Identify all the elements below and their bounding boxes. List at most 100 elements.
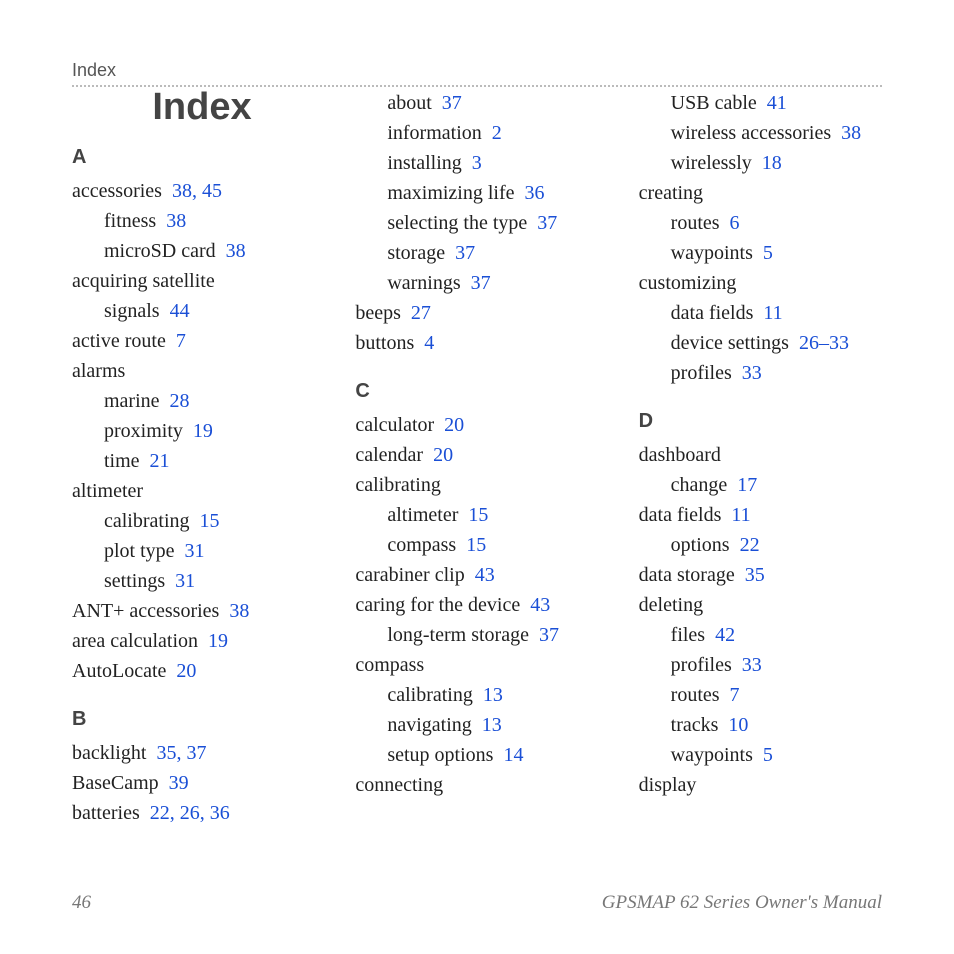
index-entry: dashboard [639, 440, 882, 470]
index-entry: calculator 20 [355, 410, 598, 440]
page-ref-link[interactable]: 20 [176, 660, 196, 682]
page-ref-link[interactable]: 11 [731, 504, 750, 526]
index-entry: beeps 27 [355, 298, 598, 328]
page-ref-link[interactable]: 17 [737, 474, 757, 496]
page-ref-link[interactable]: 20 [444, 414, 464, 436]
index-term: ANT+ accessories [72, 600, 219, 622]
page-ref-link[interactable]: 42 [715, 624, 735, 646]
page-ref-link[interactable]: 13 [483, 684, 503, 706]
page-ref-link[interactable]: 10 [728, 714, 748, 736]
index-term: data fields [639, 504, 722, 526]
index-term: options [671, 534, 730, 556]
page-ref-link[interactable]: 37 [442, 92, 462, 114]
index-term: compass [355, 654, 424, 676]
index-entry: calibrating 13 [355, 680, 598, 710]
page-ref-link[interactable]: 5 [763, 242, 773, 264]
page-ref-link[interactable]: 2 [492, 122, 502, 144]
page-ref-link[interactable]: 33 [742, 654, 762, 676]
page-ref-link[interactable]: 37 [471, 272, 491, 294]
index-entry: setup options 14 [355, 740, 598, 770]
index-entry: fitness 38 [72, 206, 315, 236]
page-ref-link[interactable]: 35 [745, 564, 765, 586]
page-ref-link[interactable]: 19 [208, 630, 228, 652]
page-ref-link[interactable]: 38 [841, 122, 861, 144]
index-title: Index [72, 92, 332, 122]
page-ref-link[interactable]: 18 [762, 152, 782, 174]
page-ref-link[interactable]: 7 [176, 330, 186, 352]
index-entry: calibrating [355, 470, 598, 500]
page-ref-link[interactable]: 31 [185, 540, 205, 562]
index-entry: altimeter [72, 476, 315, 506]
page-ref-link[interactable]: 41 [767, 92, 787, 114]
index-entry: buttons 4 [355, 328, 598, 358]
page-ref-link[interactable]: 38, 45 [172, 180, 222, 202]
index-term: buttons [355, 332, 414, 354]
index-term: calculator [355, 414, 434, 436]
page-ref-link[interactable]: 38 [166, 210, 186, 232]
page-ref-link[interactable]: 43 [475, 564, 495, 586]
index-term: proximity [104, 420, 183, 442]
page-ref-link[interactable]: 33 [742, 362, 762, 384]
index-term: batteries [72, 802, 140, 824]
page-ref-link[interactable]: 44 [170, 300, 190, 322]
index-entry: maximizing life 36 [355, 178, 598, 208]
index-entry: active route 7 [72, 326, 315, 356]
index-entry: change 17 [639, 470, 882, 500]
index-term: information [387, 122, 481, 144]
page-ref-link[interactable]: 26–33 [799, 332, 849, 354]
page-ref-link[interactable]: 19 [193, 420, 213, 442]
index-term: setup options [387, 744, 493, 766]
page-ref-link[interactable]: 28 [170, 390, 190, 412]
index-entry: storage 37 [355, 238, 598, 268]
page-ref-link[interactable]: 15 [468, 504, 488, 526]
page-ref-link[interactable]: 22 [740, 534, 760, 556]
index-entry: acquiring satellite [72, 266, 315, 296]
page-ref-link[interactable]: 3 [472, 152, 482, 174]
page-ref-link[interactable]: 5 [763, 744, 773, 766]
index-term: fitness [104, 210, 156, 232]
index-term: routes [671, 684, 720, 706]
page-ref-link[interactable]: 36 [525, 182, 545, 204]
page-ref-link[interactable]: 27 [411, 302, 431, 324]
page-ref-link[interactable]: 35, 37 [156, 742, 206, 764]
index-entry: compass [355, 650, 598, 680]
page-ref-link[interactable]: 31 [175, 570, 195, 592]
index-term: BaseCamp [72, 772, 159, 794]
page-ref-link[interactable]: 14 [503, 744, 523, 766]
index-term: warnings [387, 272, 460, 294]
page-ref-link[interactable]: 13 [482, 714, 502, 736]
page-ref-link[interactable]: 37 [455, 242, 475, 264]
page-ref-link[interactable]: 11 [763, 302, 782, 324]
page-ref-link[interactable]: 37 [539, 624, 559, 646]
page-ref-link[interactable]: 38 [229, 600, 249, 622]
page-ref-link[interactable]: 15 [200, 510, 220, 532]
index-entry: ANT+ accessories 38 [72, 596, 315, 626]
index-entry: device settings 26–33 [639, 328, 882, 358]
index-columns: IndexAaccessories 38, 45fitness 38microS… [72, 88, 882, 828]
index-term: customizing [639, 272, 737, 294]
index-term: settings [104, 570, 165, 592]
index-entry: time 21 [72, 446, 315, 476]
index-entry: BaseCamp 39 [72, 768, 315, 798]
section-letter: D [639, 406, 882, 436]
page-ref-link[interactable]: 37 [537, 212, 557, 234]
index-entry: information 2 [355, 118, 598, 148]
page-ref-link[interactable]: 39 [169, 772, 189, 794]
index-term: marine [104, 390, 160, 412]
page-ref-link[interactable]: 43 [530, 594, 550, 616]
index-entry: selecting the type 37 [355, 208, 598, 238]
page-ref-link[interactable]: 38 [226, 240, 246, 262]
page-ref-link[interactable]: 15 [466, 534, 486, 556]
page-ref-link[interactable]: 20 [433, 444, 453, 466]
index-term: calibrating [104, 510, 190, 532]
page-ref-link[interactable]: 22, 26, 36 [150, 802, 230, 824]
index-term: carabiner clip [355, 564, 464, 586]
page-ref-link[interactable]: 6 [730, 212, 740, 234]
index-entry: data fields 11 [639, 298, 882, 328]
index-term: signals [104, 300, 160, 322]
index-entry: marine 28 [72, 386, 315, 416]
page-ref-link[interactable]: 21 [150, 450, 170, 472]
index-term: profiles [671, 362, 732, 384]
page-ref-link[interactable]: 4 [424, 332, 434, 354]
page-ref-link[interactable]: 7 [730, 684, 740, 706]
